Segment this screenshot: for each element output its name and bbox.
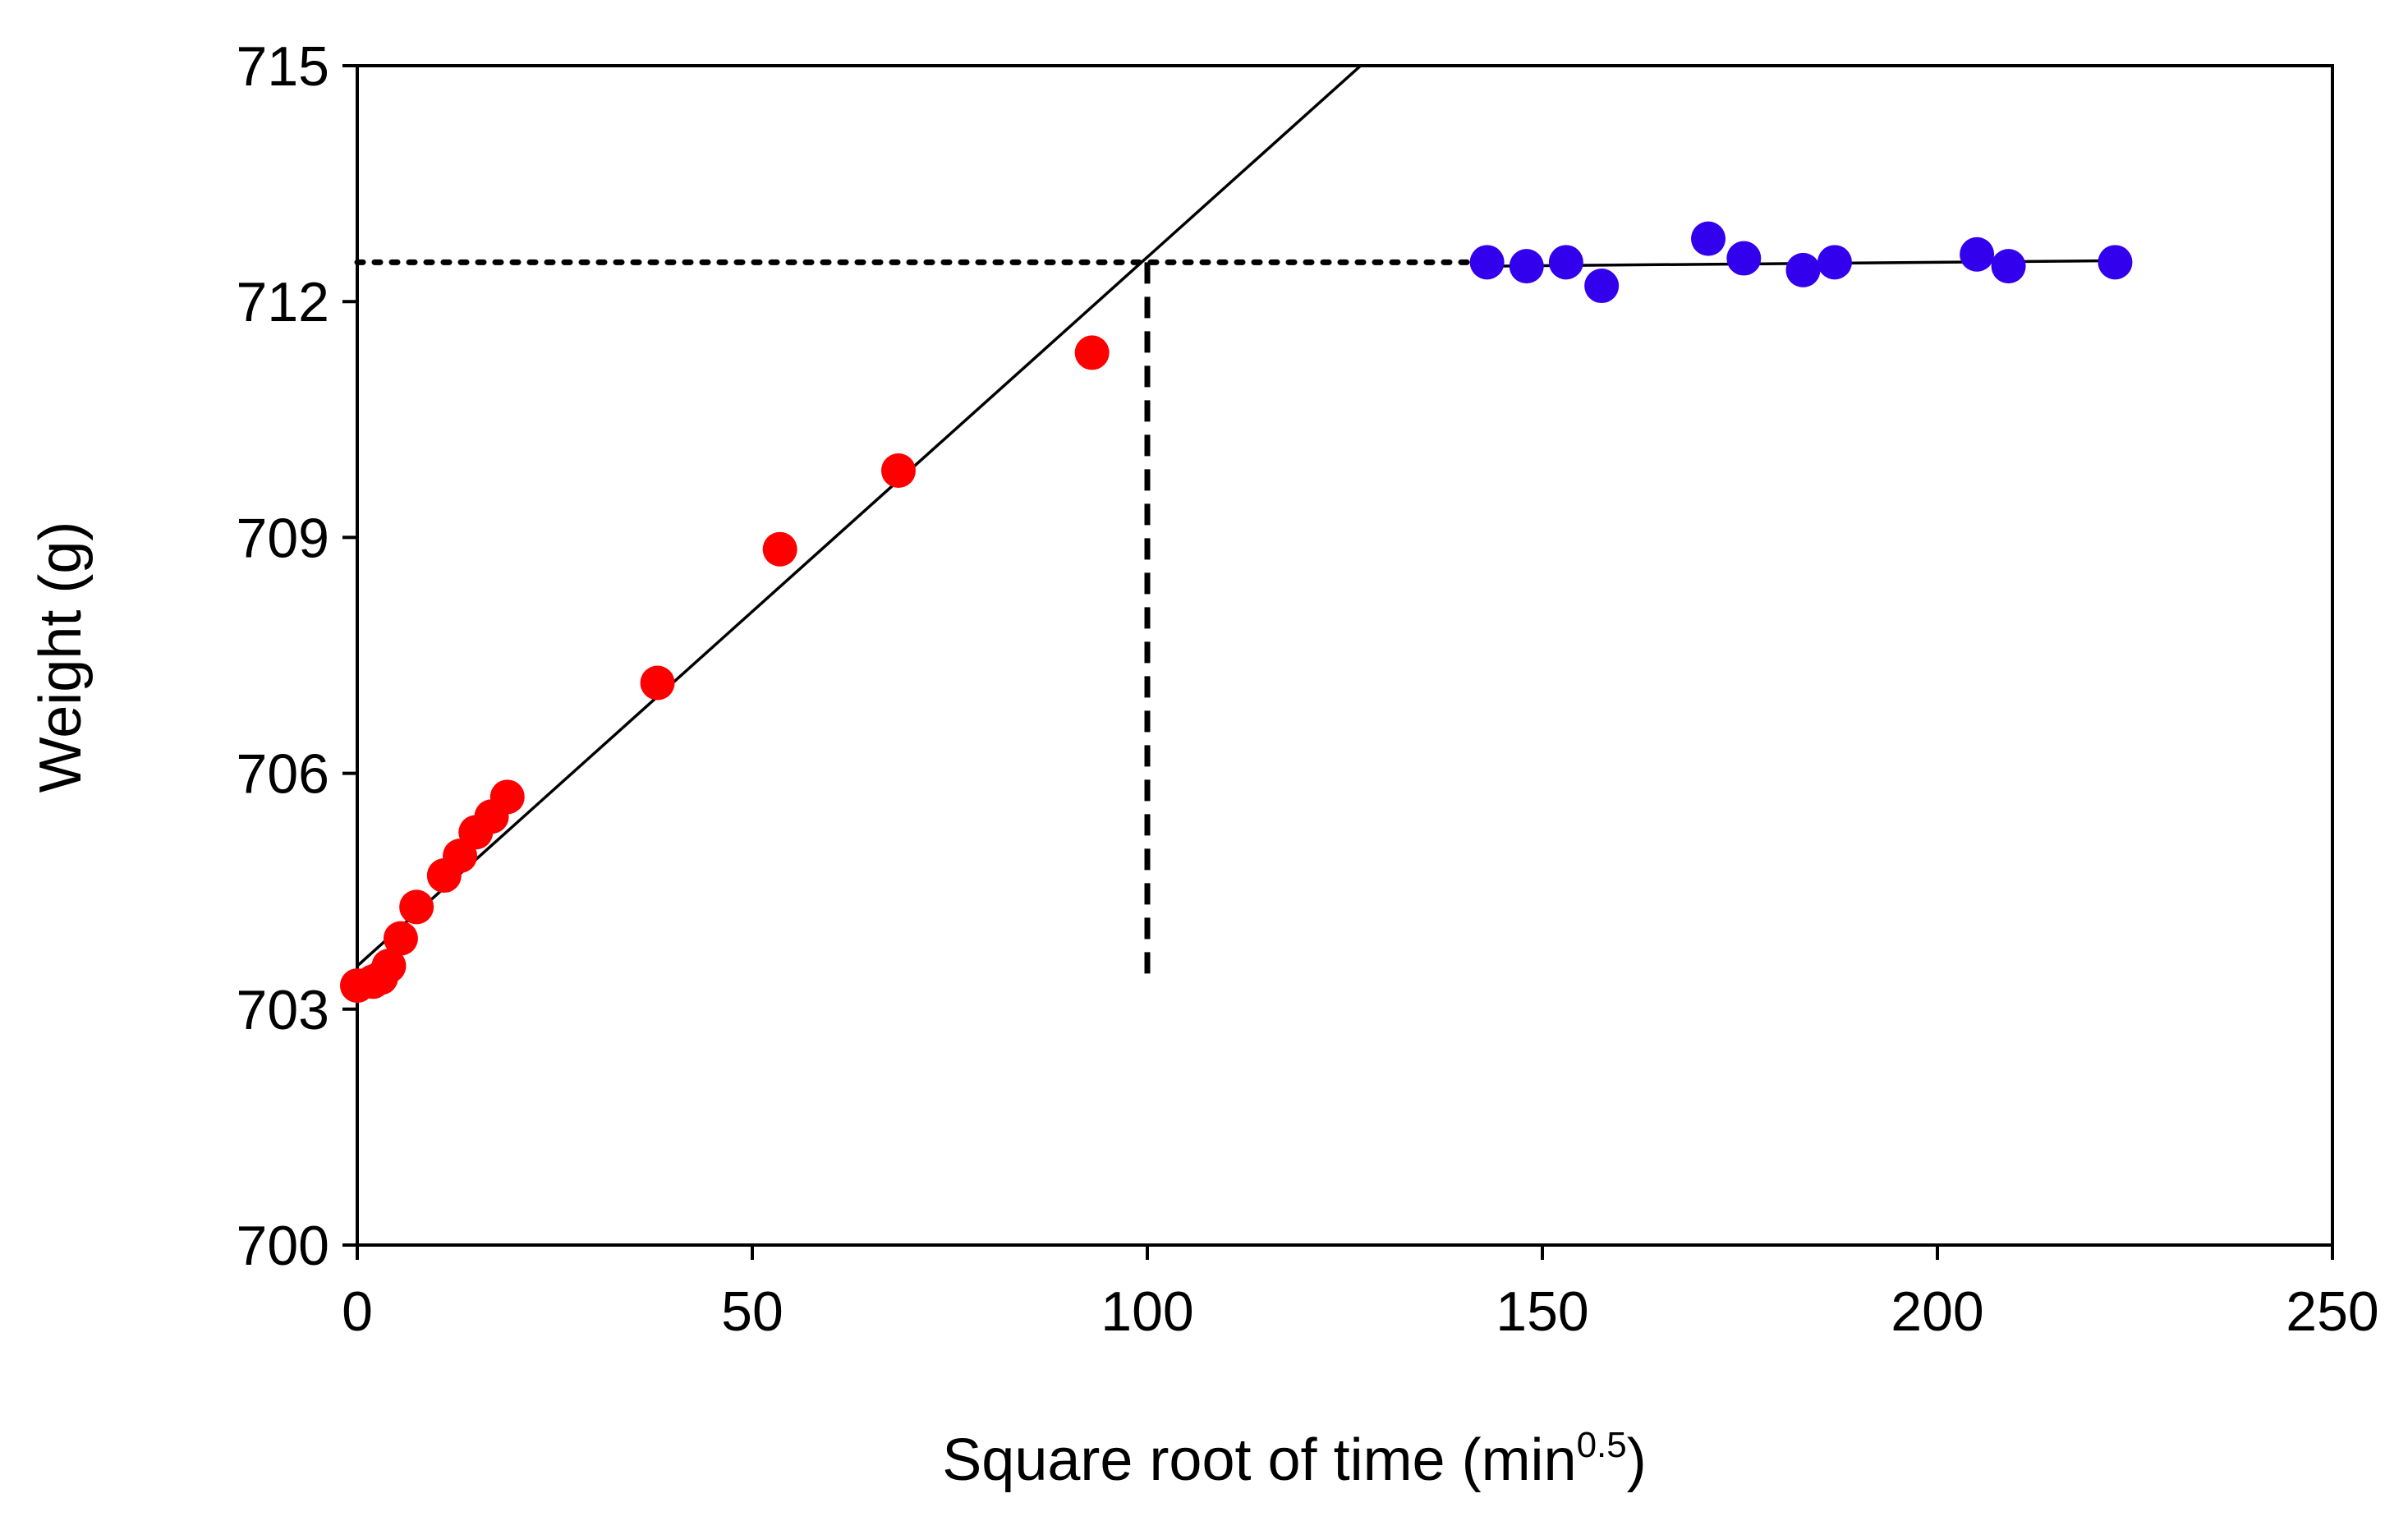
- y-axis-title: Weight (g): [28, 522, 94, 793]
- y-tick-label: 709: [237, 507, 329, 569]
- red-data-point: [489, 779, 525, 815]
- x-axis-title: Square root of time (min0.5): [942, 1425, 1646, 1493]
- x-tick-label: 100: [1101, 1280, 1193, 1343]
- x-tick-label: 250: [2286, 1280, 2378, 1343]
- blue-data-point: [1960, 237, 1995, 272]
- fit-line: [356, 64, 1362, 967]
- blue-data-point: [1785, 252, 1821, 287]
- x-tick-label: 50: [721, 1280, 784, 1343]
- y-tick-label: 712: [237, 271, 329, 333]
- y-tick-label: 700: [237, 1215, 329, 1277]
- red-data-point: [399, 889, 434, 925]
- y-tick-label: 706: [237, 743, 329, 806]
- red-data-point: [762, 531, 797, 567]
- blue-data-point: [2098, 245, 2133, 280]
- x-tick-label: 150: [1496, 1280, 1588, 1343]
- blue-data-point: [1691, 221, 1726, 256]
- y-tick-label: 715: [237, 35, 329, 98]
- red-data-point: [880, 453, 916, 489]
- blue-data-point: [1469, 245, 1505, 280]
- blue-data-point: [1584, 269, 1620, 304]
- x-axis-ticks: 0 50 100 150 200 250: [342, 1245, 2379, 1343]
- plot-area: [340, 64, 2334, 1247]
- blue-data-point: [1817, 245, 1852, 280]
- red-data-point: [383, 921, 418, 956]
- red-data-point: [640, 665, 675, 701]
- blue-data-point: [1548, 245, 1583, 280]
- red-data-point: [371, 949, 407, 984]
- plot-frame: [356, 64, 2334, 1247]
- blue-data-point: [1509, 249, 1544, 284]
- y-axis-ticks: 700 703 706 709 712 715: [237, 35, 357, 1277]
- blue-data-point: [1991, 249, 2026, 284]
- red-data-point: [1074, 335, 1110, 370]
- y-tick-label: 703: [237, 979, 329, 1041]
- x-tick-label: 200: [1891, 1280, 1983, 1343]
- blue-data-point: [1726, 241, 1762, 276]
- x-tick-label: 0: [342, 1280, 373, 1343]
